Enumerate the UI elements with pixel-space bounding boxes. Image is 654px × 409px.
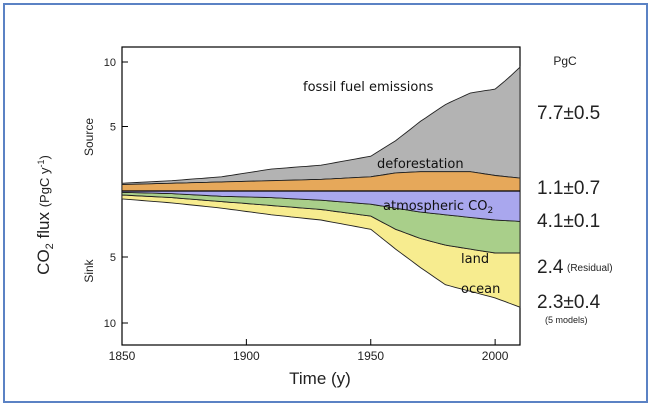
unit-label: PgC (553, 54, 577, 68)
y-tick-label-source: 10 (104, 57, 116, 69)
co2-flux-chart: 1850 1900 1950 2000 10 5 5 10 CO2 flux (PgC y-1… (34, 46, 613, 388)
sink-label: Sink (82, 258, 96, 282)
x-tick-label: 1950 (357, 349, 384, 363)
y-tick-label-source: 5 (110, 122, 116, 134)
x-axis-title: Time (y) (289, 369, 351, 388)
source-label: Source (82, 118, 96, 156)
annotation-land-note: (Residual) (567, 263, 613, 274)
label-deforestation: deforestation (377, 157, 464, 172)
y-tick-label-sink: 10 (104, 318, 116, 330)
label-fossil: fossil fuel emissions (303, 80, 434, 95)
annotation-ocean: 2.3±0.4 (537, 292, 601, 313)
annotation-land: 2.4 (537, 257, 564, 278)
label-atmospheric: atmospheric CO2 (383, 199, 493, 216)
x-tick-label: 2000 (482, 349, 509, 363)
area-layers (121, 66, 521, 308)
y-axis-title: CO2 flux (PgC y-1) (34, 155, 56, 275)
label-land: land (461, 252, 489, 267)
annotation-ocean-note: (5 models) (545, 315, 588, 325)
annotation-atmospheric: 4.1±0.1 (537, 211, 600, 232)
label-ocean: ocean (461, 282, 500, 297)
chart-frame: 1850 1900 1950 2000 10 5 5 10 CO2 flux (PgC y-1… (3, 3, 648, 403)
annotation-deforestation: 1.1±0.7 (537, 178, 600, 199)
y-tick-label-sink: 5 (110, 252, 116, 264)
annotation-fossil: 7.7±0.5 (537, 103, 600, 124)
x-tick-label: 1900 (233, 349, 260, 363)
axis-ticks: 1850 1900 1950 2000 10 5 5 10 (104, 57, 509, 363)
x-tick-label: 1850 (109, 349, 136, 363)
